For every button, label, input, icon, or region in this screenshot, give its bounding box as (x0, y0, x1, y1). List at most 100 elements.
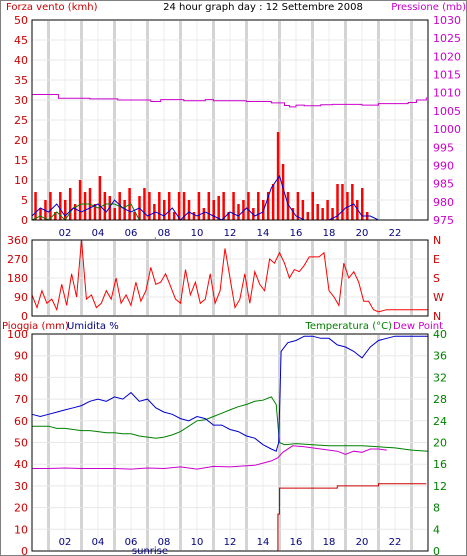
panel-1-series-raffica-bar (123, 200, 126, 220)
panel-1-series-pressione (32, 94, 427, 108)
panel-2-right-tick-label: N (433, 234, 441, 247)
panel-1-left-tick-label: 35 (14, 74, 28, 87)
panel-1-series-raffica-bar (172, 212, 176, 220)
panel-1-series-raffica-bar (187, 200, 191, 220)
panel-1-series-raffica-bar (78, 180, 82, 220)
panel-1-series-raffica-bar (98, 176, 102, 220)
panel-1-series-raffica-bar (257, 192, 260, 220)
panel-1-right-tick-label: 1000 (433, 123, 461, 136)
panel-3-left-tick-label: 100 (7, 328, 28, 341)
panel-1-series-raffica-bar (227, 212, 230, 220)
panel-1-right-tick-label: 990 (433, 159, 454, 172)
panel-1-series-raffica-bar (83, 192, 87, 220)
panel-1-left-tick-label: 10 (14, 174, 28, 187)
panel-1-series-raffica-bar (153, 204, 156, 220)
panel-1-series-raffica-bar (212, 200, 215, 220)
panel-3-sunrise-label: sunrise (132, 546, 168, 556)
panel-1-right-tick-label: 1010 (433, 87, 461, 100)
panel-1-left-tick-label: 0 (21, 214, 28, 227)
panel-1-x-tick-label: 04 (92, 228, 105, 239)
panel-3-left-tick-label: 40 (14, 458, 28, 471)
panel-3-right-tick-label: 40 (433, 328, 447, 341)
panel-1-series-raffica-bar (306, 212, 310, 220)
panel-1-series-raffica-bar (217, 196, 220, 220)
panel-1-series-raffica-bar (103, 192, 107, 220)
panel-1-series-raffica-bar (286, 192, 290, 220)
panel-1-series-raffica-bar (143, 188, 146, 220)
panel-1-left-tick-label: 45 (14, 34, 28, 47)
panel-3-series-umidita- (31, 335, 428, 452)
panel-1-right-tick-label: 1020 (433, 50, 461, 63)
panel-3-series-temperatura-c- (32, 396, 429, 452)
panel-3-x-tick-label: 10 (191, 537, 204, 548)
panel-1-right-tick-label: 1030 (433, 14, 461, 27)
panel-1-series-raffica-bar (177, 192, 181, 220)
humidity-axis-title: Umidita % (67, 321, 119, 332)
panel-1-series-raffica-bar (276, 132, 280, 220)
panel-1-series-raffica-bar (64, 200, 67, 220)
panel-1-series-raffica-bar (73, 204, 77, 220)
panel-3-x-tick-label: 16 (290, 537, 303, 548)
panel-1-series-raffica-bar (271, 184, 275, 220)
panel-1-series-raffica-bar (266, 192, 270, 220)
panel-1-series-raffica-bar (321, 208, 324, 220)
panel-1-series-raffica-bar (316, 204, 319, 220)
panel-1-series-raffica-bar (351, 184, 354, 220)
panel-1-series-raffica-bar (148, 192, 151, 220)
panel-1-series-raffica-bar (301, 200, 305, 220)
panel-1-series-raffica-bar (167, 192, 171, 220)
panel-1-series-raffica-bar (326, 200, 329, 220)
panel-1-x-tick-label: 18 (323, 228, 336, 239)
panel-3-left-tick-label: 90 (14, 350, 28, 363)
panel-1-series-raffica-bar (202, 208, 206, 220)
panel-1-series-raffica-bar (331, 208, 334, 220)
panel-1-series-raffica-bar (192, 212, 196, 220)
rain-axis-title: Pioggia (mm) (2, 321, 69, 332)
panel-2-left-tick-label: 90 (14, 291, 28, 304)
panel-3-right-tick-label: 24 (433, 415, 447, 428)
panel-3-x-tick-label: 08 (158, 537, 171, 548)
panel-1-series-raffica-bar (346, 192, 349, 220)
panel-1-series-raffica-bar (336, 184, 339, 220)
panel-2-right-tick-label: E (433, 253, 440, 266)
panel-1-right-tick-label: 975 (433, 214, 454, 227)
panel-1-x-tick-label: 10 (191, 228, 204, 239)
panel-3-left-tick-label: 0 (21, 545, 28, 556)
panel-2-right-tick-label: N (433, 310, 441, 323)
panel-1-x-tick-label: 06 (125, 228, 138, 239)
panel-1-series-raffica-bar (34, 192, 37, 220)
panel-1-series-raffica-bar (158, 192, 161, 220)
panel-3-left-tick-label: 50 (14, 437, 28, 450)
panel-3-right-tick-label: 4 (433, 523, 440, 536)
panel-1-series-raffica-bar (133, 212, 136, 220)
panel-3-left-tick-label: 20 (14, 502, 28, 515)
panel-1-left-tick-label: 20 (14, 134, 28, 147)
panel-2-border (31, 239, 429, 317)
panel-1-left-tick-label: 25 (14, 114, 28, 127)
panel-2-series-direzione (31, 239, 428, 313)
panel-3-right-tick-label: 0 (433, 545, 440, 556)
panel-1-x-tick-label: 08 (158, 228, 171, 239)
panel-1-right-tick-label: 1005 (433, 105, 461, 118)
panel-3-right-tick-label: 28 (433, 393, 447, 406)
panel-1-series-raffica-bar (93, 204, 97, 220)
panel-1-series-raffica-bar (222, 192, 225, 220)
graph-title: 24 hour graph day : 12 Settembre 2008 (163, 2, 363, 13)
panel-3-x-tick-label: 06 (125, 537, 138, 548)
panel-3-right-tick-label: 20 (433, 437, 447, 450)
panel-1-left-tick-label: 50 (14, 14, 28, 27)
panel-1-series-raffica-bar (108, 196, 112, 220)
panel-1-left-tick-label: 5 (21, 194, 28, 207)
panel-1-right-tick-label: 1025 (433, 32, 461, 45)
panel-3-right-tick-label: 36 (433, 350, 447, 363)
panel-3-right-tick-label: 32 (433, 371, 447, 384)
panel-1-series-raffica-bar (49, 192, 52, 220)
panel-1-series-raffica-bar (311, 192, 314, 220)
wind-axis-title: Forza vento (kmh) (6, 2, 98, 13)
panel-3-border (31, 333, 429, 552)
panel-2-right-tick-label: S (433, 272, 440, 285)
panel-1-x-tick-label: 02 (59, 228, 72, 239)
panel-1-series-raffica-bar (163, 200, 166, 220)
